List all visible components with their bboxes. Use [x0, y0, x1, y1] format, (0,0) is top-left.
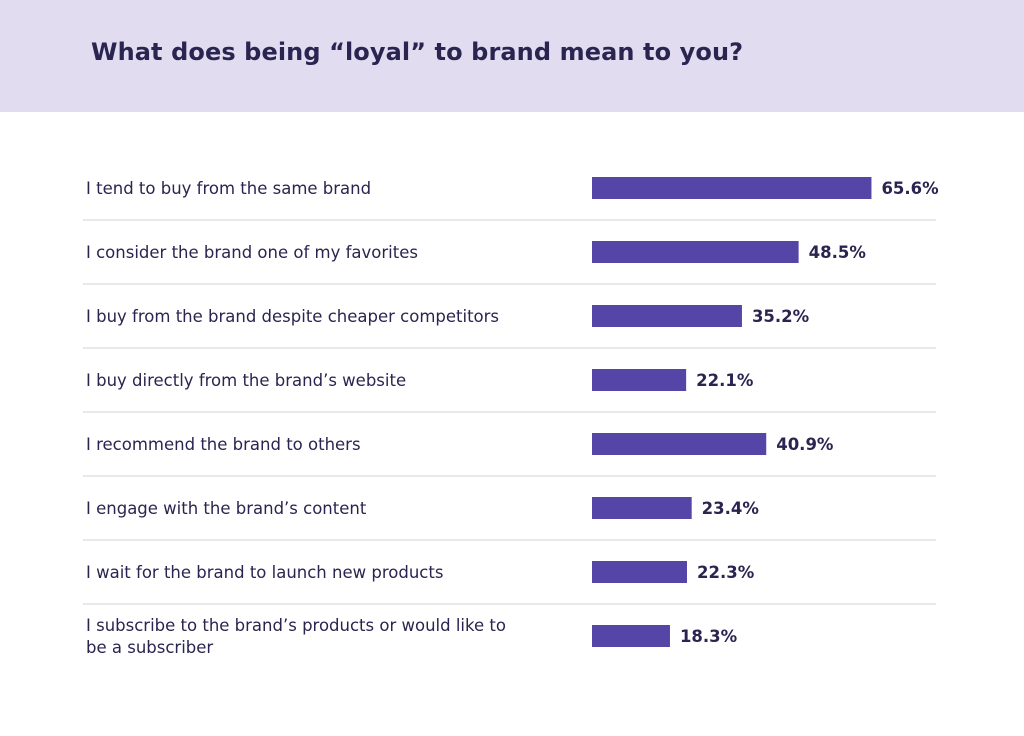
bar — [592, 497, 692, 519]
category-label: I recommend the brand to others — [86, 435, 361, 454]
category-label: I subscribe to the brand’s products or w… — [86, 616, 506, 657]
value-label: 22.3% — [697, 563, 755, 582]
category-label: I wait for the brand to launch new produ… — [86, 563, 443, 582]
chart-title: What does being “loyal” to brand mean to… — [91, 38, 744, 66]
category-label: I engage with the brand’s content — [86, 499, 367, 518]
bar — [592, 625, 670, 647]
value-label: 65.6% — [881, 179, 939, 198]
value-label: 40.9% — [776, 435, 834, 454]
bar — [592, 241, 799, 263]
bar — [592, 433, 767, 455]
value-label: 22.1% — [696, 371, 754, 390]
value-label: 23.4% — [702, 499, 760, 518]
value-label: 48.5% — [809, 243, 867, 262]
category-label: I buy directly from the brand’s website — [86, 371, 406, 390]
category-label: I consider the brand one of my favorites — [86, 243, 418, 262]
category-label: I tend to buy from the same brand — [86, 179, 371, 198]
value-label: 18.3% — [680, 627, 738, 646]
bar — [592, 177, 872, 199]
value-label: 35.2% — [752, 307, 810, 326]
category-label: I buy from the brand despite cheaper com… — [86, 307, 499, 326]
bar — [592, 561, 687, 583]
chart-header: What does being “loyal” to brand mean to… — [0, 0, 1024, 112]
bar — [592, 369, 687, 391]
bar — [592, 305, 742, 327]
